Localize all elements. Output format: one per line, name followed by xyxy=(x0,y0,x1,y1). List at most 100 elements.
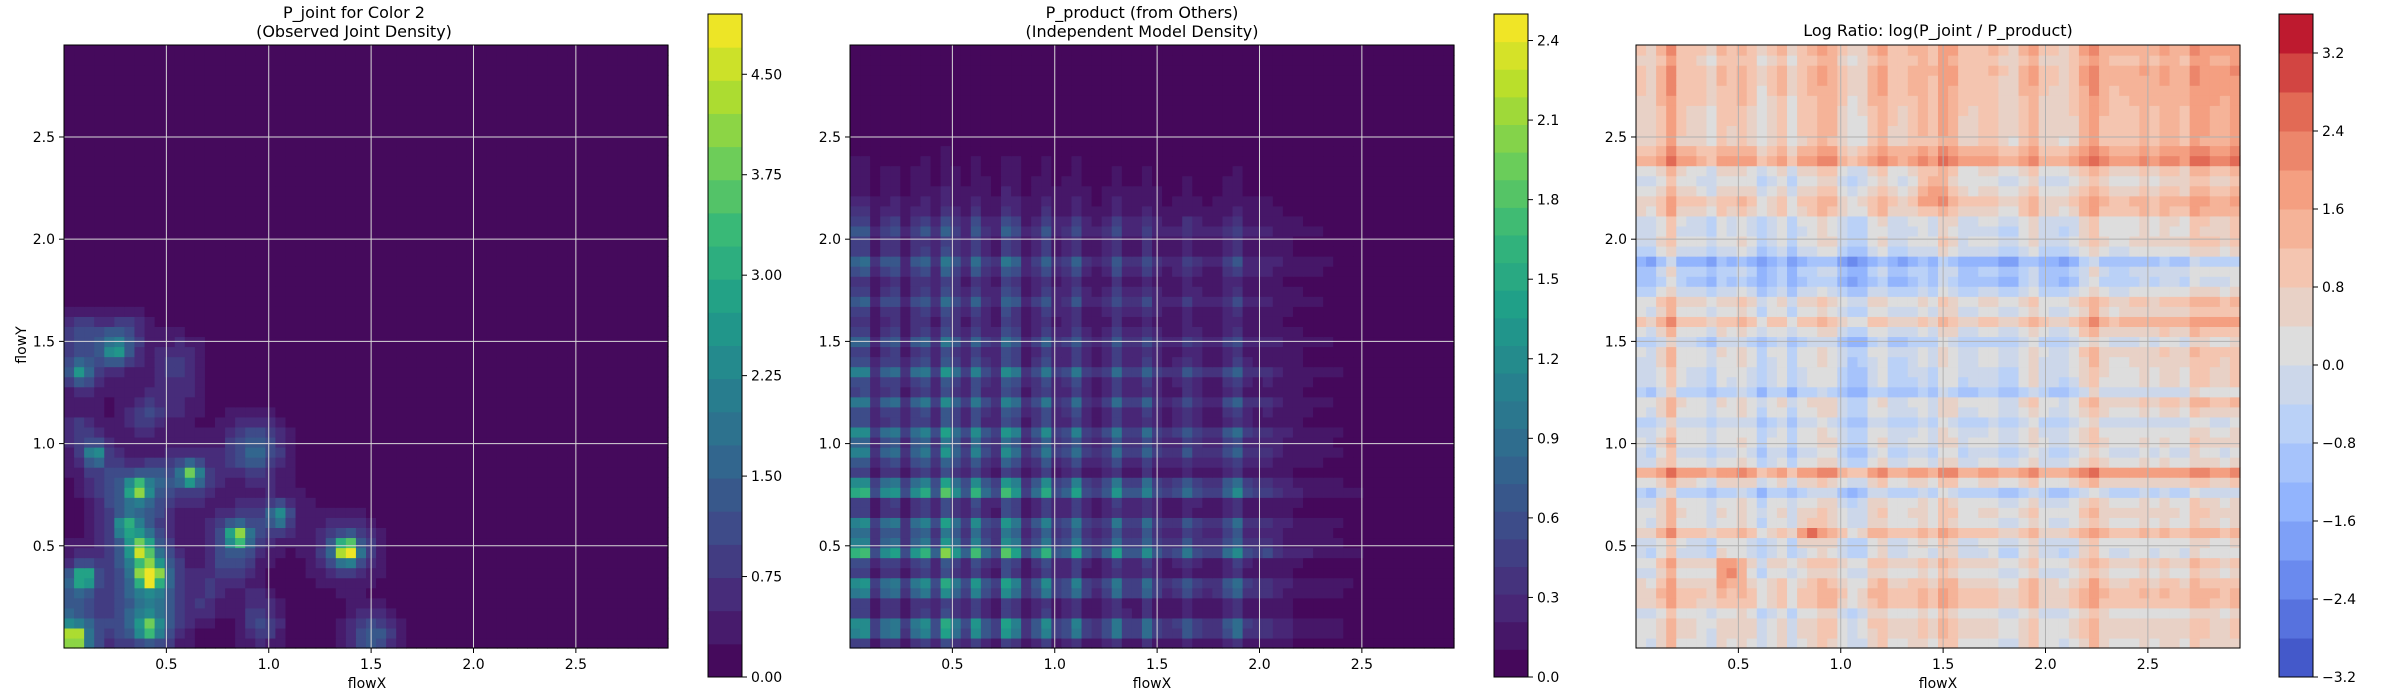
heatmap-cell xyxy=(204,557,216,569)
heatmap-cell xyxy=(275,185,287,197)
heatmap-cell xyxy=(406,316,417,327)
heatmap-cell xyxy=(1282,537,1294,549)
heatmap-cell xyxy=(607,296,619,307)
heatmap-cell xyxy=(1393,497,1405,508)
heatmap-cell xyxy=(305,627,317,639)
heatmap-cell xyxy=(1131,436,1143,448)
heatmap-cell xyxy=(335,537,347,549)
heatmap-cell xyxy=(466,637,478,649)
heatmap-cell xyxy=(245,65,256,76)
heatmap-cell xyxy=(174,426,186,438)
heatmap-cell xyxy=(557,587,568,599)
heatmap-cell xyxy=(275,55,287,66)
heatmap-cell xyxy=(285,356,297,368)
heatmap-cell xyxy=(1353,467,1364,478)
heatmap-cell xyxy=(1363,487,1375,498)
heatmap-cell xyxy=(1393,457,1405,468)
heatmap-cell xyxy=(466,165,478,177)
heatmap-cell xyxy=(94,145,105,157)
heatmap-cell xyxy=(204,85,216,96)
heatmap-cell xyxy=(335,396,347,408)
heatmap-cell xyxy=(325,547,337,559)
heatmap-cell xyxy=(860,527,871,539)
heatmap-cell xyxy=(1182,607,1193,619)
heatmap-cell xyxy=(466,487,478,498)
heatmap-cell xyxy=(124,246,136,257)
heatmap-cell xyxy=(355,65,367,76)
joint-density-title: P_joint for Color 2 (Observed Joint Densi… xyxy=(256,3,452,41)
heatmap-cell xyxy=(587,617,599,629)
heatmap-cell xyxy=(144,577,156,589)
heatmap-cell xyxy=(255,597,266,609)
heatmap-cell xyxy=(84,225,95,237)
heatmap-cell xyxy=(184,235,196,247)
heatmap-cell xyxy=(1423,597,1435,609)
heatmap-cell xyxy=(900,507,911,518)
heatmap-cell xyxy=(617,45,629,56)
heatmap-cell xyxy=(910,497,922,508)
heatmap-cell xyxy=(134,246,146,257)
heatmap-cell xyxy=(1272,527,1284,539)
heatmap-cell xyxy=(940,637,952,649)
heatmap-cell xyxy=(456,195,468,207)
heatmap-cell xyxy=(84,175,95,187)
heatmap-cell xyxy=(617,195,629,207)
heatmap-cell xyxy=(557,195,568,207)
heatmap-cell xyxy=(466,477,478,488)
heatmap-cell xyxy=(1011,627,1022,639)
heatmap-cell xyxy=(617,185,629,197)
heatmap-cell xyxy=(1031,607,1042,619)
heatmap-cell xyxy=(1081,527,1093,539)
heatmap-cell xyxy=(517,175,528,187)
axis-ticks: 0.5 1.0 1.5 2.0 2.50.51.01.52.02.5 xyxy=(33,130,587,673)
heatmap-cell xyxy=(1373,617,1385,629)
heatmap-cell xyxy=(325,195,337,207)
heatmap-cell xyxy=(174,296,186,307)
heatmap-cell xyxy=(1282,607,1294,619)
heatmap-cell xyxy=(567,205,578,217)
heatmap-cell xyxy=(1192,617,1203,629)
heatmap-cell xyxy=(396,537,407,549)
heatmap-cell xyxy=(617,145,629,157)
heatmap-cell xyxy=(335,517,347,528)
heatmap-cell xyxy=(1081,587,1093,599)
heatmap-cell xyxy=(637,597,649,609)
heatmap-cell xyxy=(647,447,659,458)
heatmap-cell xyxy=(1081,577,1093,589)
heatmap-cell xyxy=(506,246,518,257)
heatmap-cell xyxy=(275,356,287,368)
heatmap-cell xyxy=(386,55,397,66)
heatmap-cell xyxy=(325,627,337,639)
heatmap-cell xyxy=(1272,547,1284,559)
heatmap-cell xyxy=(527,416,538,428)
heatmap-cell xyxy=(84,577,95,589)
heatmap-cell xyxy=(496,165,508,177)
heatmap-cell xyxy=(607,537,619,549)
heatmap-cell xyxy=(204,95,216,106)
heatmap-cell xyxy=(900,447,911,458)
heatmap-cell xyxy=(627,225,639,237)
heatmap-cell xyxy=(124,175,136,187)
heatmap-cell xyxy=(245,155,256,167)
heatmap-cell xyxy=(466,547,478,559)
heatmap-cell xyxy=(245,597,256,609)
heatmap-cell xyxy=(345,45,357,56)
heatmap-cell xyxy=(476,256,488,267)
heatmap-cell xyxy=(114,165,125,177)
heatmap-cell xyxy=(577,426,589,438)
heatmap-cell xyxy=(990,597,1002,609)
heatmap-cell xyxy=(1192,467,1203,478)
heatmap-cell xyxy=(204,607,216,619)
heatmap-cell xyxy=(396,125,407,137)
heatmap-cell xyxy=(547,145,558,157)
heatmap-cell xyxy=(74,246,85,257)
heatmap-cell xyxy=(245,627,256,639)
heatmap-cell xyxy=(225,316,236,327)
heatmap-cell xyxy=(104,366,115,378)
heatmap-cell xyxy=(386,386,397,398)
heatmap-cell xyxy=(225,185,236,197)
heatmap-cell xyxy=(84,366,95,378)
heatmap-cell xyxy=(194,617,206,629)
heatmap-cell xyxy=(194,477,206,488)
heatmap-cell xyxy=(496,487,508,498)
